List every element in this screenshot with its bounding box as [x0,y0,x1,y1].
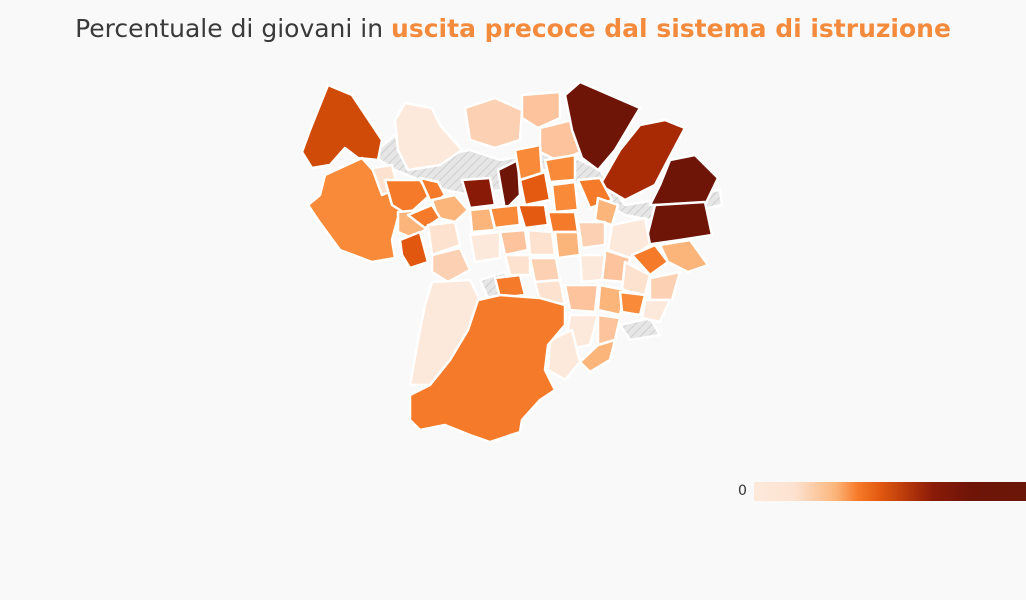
zone-center-core-7[interactable] [468,230,502,264]
zone-east-pale-3[interactable] [640,298,672,324]
zone-center-core-2[interactable] [526,228,557,257]
zone-center-ring-2[interactable] [546,210,580,234]
zone-north-pale-2[interactable] [520,90,562,130]
zone-south-orange-small[interactable] [493,273,527,300]
zone-west-orange-1[interactable] [383,178,432,217]
zone-northwest-tip[interactable] [300,83,384,170]
zone-east-darkest[interactable] [643,200,714,247]
zone-south-center-2[interactable] [563,283,600,314]
zone-center-core-6[interactable] [528,256,562,284]
title-prefix: Percentuale di giovani in [75,14,384,43]
zone-center-orange-3[interactable] [543,153,577,184]
zone-north-dark-red[interactable] [598,118,687,202]
zone-east-peach-4[interactable] [648,270,682,302]
zone-east-pale-2[interactable] [578,253,607,284]
zone-southeast-strip[interactable] [578,338,617,374]
legend-min-label: 0 [738,483,747,499]
zone-center-core-5[interactable] [503,253,532,277]
zone-center-core-3[interactable] [553,230,582,260]
title-highlight: uscita precoce dal sistema di istruzione [391,14,951,43]
zone-center-core-1[interactable] [498,228,530,257]
zone-east-peach-1[interactable] [658,238,710,274]
zone-center-orange-4[interactable] [550,180,580,214]
zone-west-inner-4[interactable] [430,246,472,284]
zone-west-inner-3[interactable] [426,220,462,257]
zone-center-core-4[interactable] [576,220,607,250]
zone-east-mid-1[interactable] [596,283,627,317]
legend-color-ramp [754,482,1026,501]
zone-north-darkest-1[interactable] [563,80,642,172]
zone-northwest-pale[interactable] [393,101,464,172]
zone-west-deep-orange[interactable] [398,230,430,270]
zone-south-pale-strip[interactable] [546,328,582,382]
zone-east-mid-2[interactable] [618,290,647,317]
zone-center-dark-2[interactable] [496,158,522,212]
map-title: Percentuale di giovani in uscita precoce… [0,14,1026,43]
zone-south-large-orange[interactable] [408,293,567,444]
zone-center-dark-1[interactable] [460,176,497,210]
zone-west-inner-2[interactable] [406,203,442,230]
zone-center-ring-4[interactable] [468,206,497,234]
zone-north-pale-1[interactable] [463,96,524,150]
zone-center-ring-1[interactable] [516,203,550,230]
zone-center-orange-2[interactable] [518,170,552,207]
zone-no-data-southeast[interactable] [618,316,662,342]
